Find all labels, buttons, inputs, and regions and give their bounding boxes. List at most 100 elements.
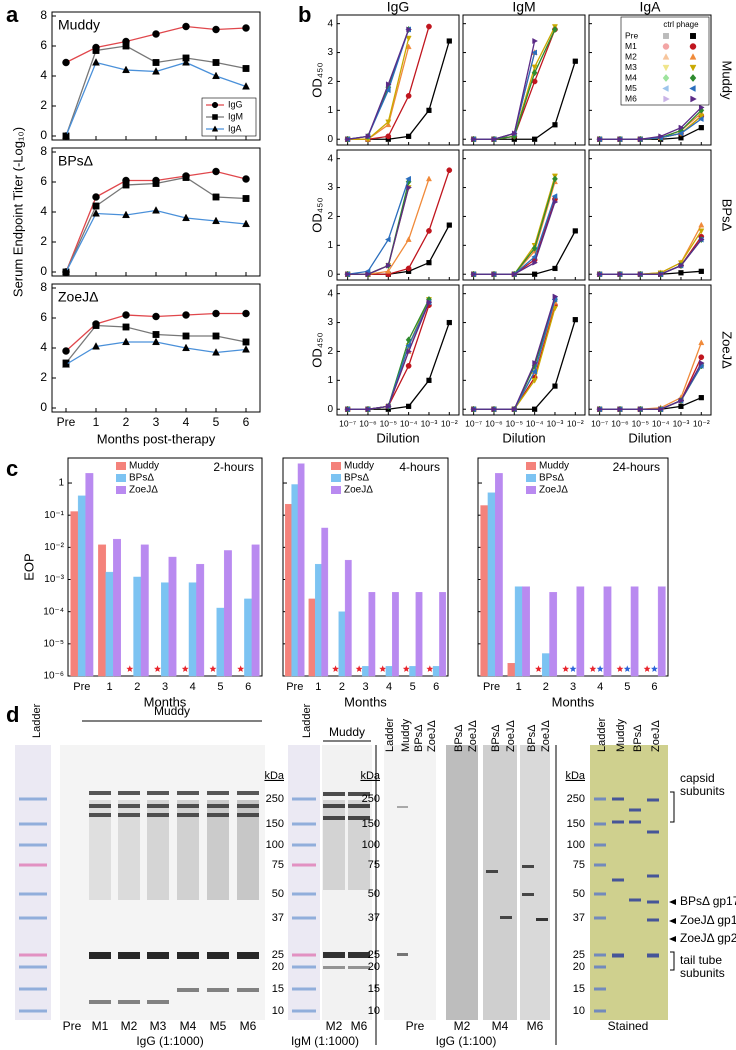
lane-label: Pre [63,1019,82,1033]
gel-background [446,745,478,1020]
legend-phage-marker [689,43,697,50]
series-line [599,365,702,410]
kda-label: 15 [368,983,380,995]
series-line [473,52,536,140]
data-point [426,23,432,30]
series-line [473,307,556,410]
x-tick-label: 10⁻⁵ [632,418,649,428]
data-point [242,195,250,202]
data-point [446,222,452,228]
lane-label: Ladder [31,703,43,738]
x-axis-label: Months [344,694,387,709]
panel-label: d [6,702,19,727]
gel-band [237,952,259,959]
no-plaque-star [651,665,658,672]
kda-label: 15 [272,983,284,995]
gel-band [237,813,259,817]
data-point [446,38,452,44]
data-point [426,107,432,113]
series-line [347,37,410,140]
gel-band [177,952,199,959]
legend-ctrl-marker [663,33,669,39]
data-point [531,64,538,71]
data-point [551,193,558,200]
blot-label: IgG (1:1000) [136,1034,203,1048]
legend-swatch [116,474,126,482]
gel-band [118,952,140,959]
x-tick-label: 6 [651,681,657,693]
data-point [531,69,538,77]
data-point [531,368,537,375]
series-line [347,187,410,275]
data-point [471,271,478,278]
data-point [698,395,704,401]
data-point [532,136,538,142]
x-axis-label: Months [144,694,187,709]
x-tick-label: 5 [213,415,220,429]
bar [415,592,423,677]
legend-label: Muddy [344,461,374,472]
series-line [599,239,702,275]
ladder-band [594,987,606,991]
data-point [678,270,684,276]
x-tick-label: 10⁻² [441,418,458,428]
data-point [678,124,685,131]
bar [344,559,352,677]
data-point [122,181,130,189]
kda-label: 37 [368,912,380,924]
bar [98,544,107,677]
blot-label: Stained [608,1019,649,1033]
y-tick-label: 2 [327,211,333,222]
y-tick-label: 10⁻¹ [44,510,64,521]
ladder-band [292,916,316,920]
x-tick-label: 3 [570,681,576,693]
no-plaque-star [623,665,631,672]
x-tick-label: 10⁻³ [673,418,690,428]
gel-band [147,952,169,959]
gel-band [522,893,534,896]
series-line [347,224,450,275]
data-point [242,24,250,32]
legend-label: M3 [625,62,637,72]
data-point [365,133,372,140]
gel-background [384,745,436,1020]
no-plaque-star [181,665,189,672]
data-point [511,406,518,413]
y-tick-label: 8 [40,144,47,158]
x-tick-label: Pre [57,415,76,429]
series-line [347,305,430,410]
bar [603,586,612,677]
data-point [532,259,539,266]
series-line [347,181,410,275]
data-point [491,136,498,143]
data-point [122,210,130,219]
legend-header: ctrl phage [663,20,699,29]
gel-band [323,966,345,969]
data-point [405,336,412,344]
series-line [599,239,702,275]
y-tick-label: 4 [327,18,333,29]
gel-smear [89,800,111,900]
panel-label: a [6,2,19,27]
bar [409,666,417,677]
no-plaque-star [596,665,604,672]
lane-label: Muddy [615,718,627,752]
y-tick-label: 1 [327,105,333,116]
y-tick-label: 10⁻³ [44,574,64,585]
data-point [182,22,190,31]
kda-label: 15 [573,983,585,995]
lane-label: Pre [406,1019,425,1033]
y-tick-label: 2 [40,98,47,112]
x-tick-label: 2 [134,681,140,693]
gel-band [647,953,659,958]
data-point [385,262,392,269]
data-point [471,406,478,413]
ladder-band [292,863,316,867]
gel-band [147,1000,169,1004]
data-point [62,347,70,355]
legend-swatch [116,462,126,470]
y-tick-label: 1 [327,375,333,386]
legend-ctrl-marker [662,53,670,60]
x-tick-label: 5 [624,681,630,693]
data-point [572,317,578,323]
